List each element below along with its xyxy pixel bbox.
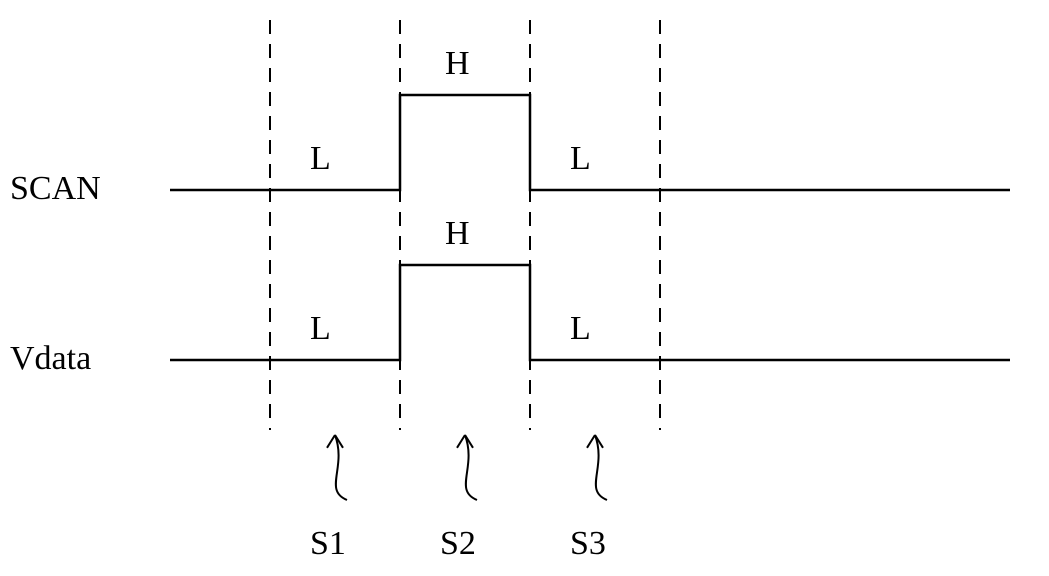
level-label-Vdata-S3: L: [570, 310, 591, 348]
phase-label-S1: S1: [310, 525, 346, 563]
phase-label-S3: S3: [570, 525, 606, 563]
diagram-svg: [0, 0, 1049, 576]
level-label-SCAN-S1: L: [310, 140, 331, 178]
signal-label-Vdata: Vdata: [10, 340, 91, 378]
level-label-SCAN-S2: H: [445, 45, 470, 83]
level-label-SCAN-S3: L: [570, 140, 591, 178]
signal-label-SCAN: SCAN: [10, 170, 101, 208]
timing-diagram: SCAN L H L Vdata L H L S1 S2 S3: [0, 0, 1049, 576]
level-label-Vdata-S1: L: [310, 310, 331, 348]
phase-label-S2: S2: [440, 525, 476, 563]
level-label-Vdata-S2: H: [445, 215, 470, 253]
